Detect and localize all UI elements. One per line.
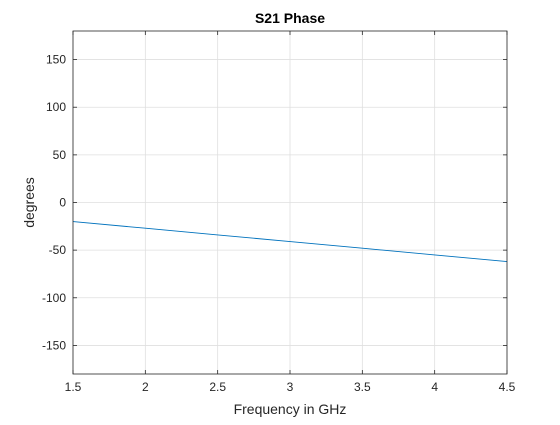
series-line-0 (72, 221, 508, 263)
y-tick-label: 0 (59, 196, 66, 210)
x-tick-label: 2 (142, 380, 149, 394)
x-tick-label: 4.5 (499, 380, 516, 394)
x-tick-label: 1.5 (65, 380, 82, 394)
y-tick-label: -150 (42, 338, 66, 352)
series-layer (72, 221, 508, 263)
y-tick-label: 150 (46, 53, 66, 67)
x-tick-label: 4 (431, 380, 438, 394)
ticks: 1.5 2 2.5 3 3.5 4 4.5 -150 -100 -50 0 50 100 150 (42, 31, 516, 394)
y-axis-label: degrees (21, 177, 37, 228)
y-tick-label: 100 (46, 100, 66, 114)
y-tick-label: -50 (49, 243, 67, 257)
y-tick-label: 50 (53, 148, 67, 162)
x-tick-label: 3.5 (354, 380, 371, 394)
chart-title: S21 Phase (255, 10, 325, 26)
x-tick-label: 2.5 (209, 380, 226, 394)
x-axis-label: Frequency in GHz (234, 401, 347, 417)
x-tick-label: 3 (287, 380, 294, 394)
y-tick-label: -100 (42, 291, 66, 305)
grid (72, 31, 508, 374)
